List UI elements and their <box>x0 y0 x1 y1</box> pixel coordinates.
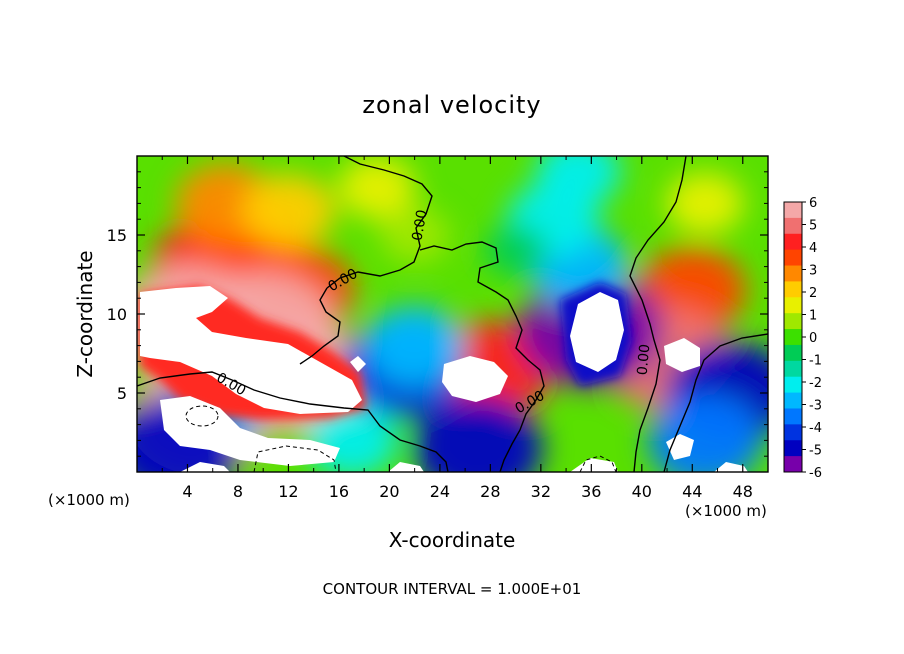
colorbar-swatch <box>784 313 802 330</box>
x-tick-label: 36 <box>581 482 601 501</box>
colorbar-tick-label: -3 <box>809 399 822 414</box>
y-tick-label: 10 <box>107 305 127 324</box>
contour-label: 0.00 <box>635 343 654 375</box>
colorbar-tick-label: 4 <box>809 241 817 256</box>
zero-contours <box>137 156 768 472</box>
zero-contour-right-lower <box>663 333 768 472</box>
x-tick-label: 20 <box>379 482 399 501</box>
plot-area: 0.00 0.00 0.00 0.00 0.00 <box>137 156 768 472</box>
colorbar: 6 5 4 3 2 1 0 -1 -2 -3 -4 -5 -6 <box>783 196 822 481</box>
white-negative-core <box>570 292 624 372</box>
colorbar-swatch <box>784 360 802 378</box>
x-tick-label: 32 <box>531 482 551 501</box>
x-tick-label: 8 <box>233 482 243 501</box>
colorbar-swatch <box>784 281 802 298</box>
colorbar-tick-label: 2 <box>809 286 817 301</box>
velocity-anomaly <box>666 172 744 235</box>
colorbar-swatch <box>784 424 802 441</box>
colorbar-swatch <box>784 233 802 251</box>
x-axis-label: X-coordinate <box>389 528 516 552</box>
white-bottom-cores <box>180 458 748 472</box>
y-tick-label: 15 <box>107 226 127 245</box>
y-ticks: 5 10 15 <box>107 171 768 457</box>
zero-contour-upper <box>326 156 433 289</box>
colorbar-swatch <box>784 392 802 409</box>
colorbar-tick-label: 3 <box>809 264 817 279</box>
zero-contour-middle <box>419 241 545 472</box>
velocity-anomaly <box>412 396 543 472</box>
colorbar-tick-label: -6 <box>809 466 822 481</box>
velocity-anomaly <box>484 225 547 276</box>
contour-interval-text: CONTOUR INTERVAL = 1.000E+01 <box>323 580 582 598</box>
colorbar-tick-label: 5 <box>809 219 817 234</box>
velocity-anomaly <box>379 207 450 263</box>
x-tick-label: 24 <box>430 482 450 501</box>
y-axis-label: Z-coordinate <box>73 250 97 377</box>
zero-contour-right <box>629 156 687 472</box>
colorbar-swatch <box>784 265 802 282</box>
colorbar-tick-label: -1 <box>809 354 822 369</box>
colorbar-swatch <box>784 376 802 394</box>
white-positive-core-1 <box>140 286 362 414</box>
chart-title: zonal velocity <box>362 91 541 119</box>
x-ticks: 4 8 12 16 20 24 28 32 36 40 44 48 <box>161 156 753 501</box>
x-tick-label: 12 <box>278 482 298 501</box>
white-small-core <box>350 356 366 372</box>
dashed-contour-2 <box>253 445 337 472</box>
zero-contour-mid-left <box>299 287 341 365</box>
zero-contour-lower-left <box>137 371 449 472</box>
x-tick-label: 4 <box>182 482 192 501</box>
velocity-anomaly <box>364 305 465 386</box>
x-tick-label: 40 <box>632 482 652 501</box>
x-tick-label: 44 <box>682 482 702 501</box>
colorbar-swatch <box>784 297 802 314</box>
velocity-anomaly <box>536 156 622 206</box>
y-tick-label: 5 <box>117 384 127 403</box>
colorbar-swatch <box>784 249 802 267</box>
colorbar-tick-label: 1 <box>809 309 817 324</box>
white-positive-core-2 <box>160 396 340 466</box>
contour-label: 0.00 <box>409 209 430 242</box>
colorbar-tick-label: -2 <box>809 376 822 391</box>
colorbar-swatch <box>784 202 802 219</box>
negative-contours <box>185 405 617 472</box>
saturated-regions <box>140 282 748 472</box>
colorbar-tick-label: 6 <box>809 196 817 211</box>
colorbar-swatch <box>784 329 802 346</box>
dashed-contour-1 <box>185 405 219 427</box>
x-unit-right: (×1000 m) <box>685 502 767 520</box>
colorbar-swatch <box>784 408 802 425</box>
colorbar-swatch <box>784 344 802 362</box>
colorbar-tick-label: 0 <box>809 331 817 346</box>
white-negative-core-2 <box>666 434 694 460</box>
dashed-contour-3 <box>579 455 617 472</box>
colorbar-swatch <box>784 456 802 473</box>
white-positive-core-4 <box>664 338 700 372</box>
colorbar-tick-label: -4 <box>809 421 822 436</box>
colorbar-tick-label: -5 <box>809 444 822 459</box>
velocity-anomaly <box>242 174 335 249</box>
x-tick-label: 48 <box>733 482 753 501</box>
x-tick-label: 28 <box>480 482 500 501</box>
white-positive-core-3 <box>442 356 508 402</box>
x-unit-left: (×1000 m) <box>48 491 130 509</box>
colorbar-swatch <box>784 217 802 235</box>
colorbar-swatch <box>784 440 802 457</box>
velocity-anomaly <box>338 156 416 219</box>
x-tick-label: 16 <box>329 482 349 501</box>
